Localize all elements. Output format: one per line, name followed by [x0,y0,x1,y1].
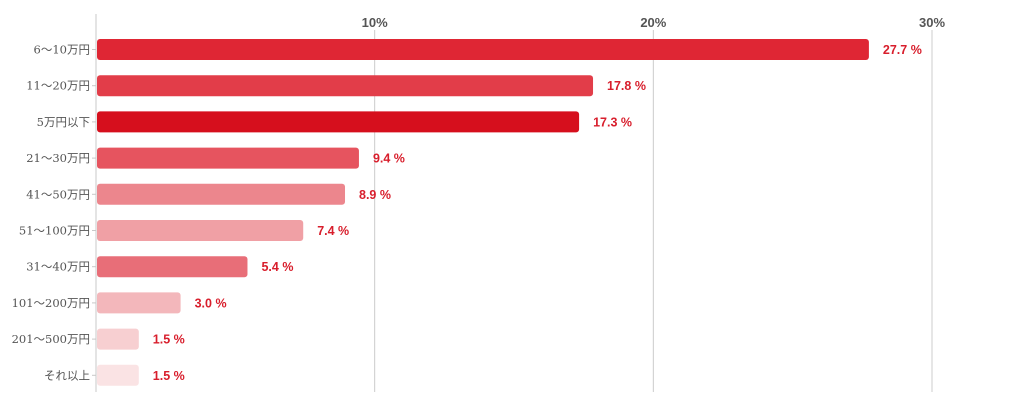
bar [97,292,181,314]
value-label: 8.9 % [359,188,391,202]
bar [97,147,359,169]
bar [97,75,594,97]
x-tick-label: 20% [640,15,666,30]
value-label: 5.4 % [261,260,293,274]
value-label: 9.4 % [373,152,405,166]
bar [97,220,304,241]
category-label: 51〜100万円 [19,224,90,238]
value-label: 7.4 % [317,224,349,238]
x-axis-ticks: 10% 20% 30% [362,15,946,30]
x-tick-label: 30% [919,15,945,30]
x-tick-label: 10% [362,15,388,30]
bar [97,39,869,60]
category-label: 201〜500万円 [12,332,90,346]
category-label: 101〜200万円 [12,296,90,310]
category-label: 11〜20万円 [26,79,90,93]
category-labels: 6〜10万円 11〜20万円 5万円以下 21〜30万円 41〜50万円 51〜100万円… [12,43,90,383]
value-labels: 27.7 % 17.8 % 17.3 % 9.4 % 8.9 % 7.4 % 5.4 % 3.… [153,43,922,383]
value-label: 17.8 % [607,79,646,93]
value-label: 27.7 % [883,43,922,57]
bar [97,364,139,386]
value-label: 1.5 % [153,333,185,347]
bars [97,39,869,386]
bar [97,328,139,350]
value-label: 1.5 % [153,369,185,383]
category-label: 5万円以下 [37,115,90,129]
category-label: 21〜30万円 [26,151,90,165]
bar [97,256,248,278]
category-label: 41〜50万円 [26,187,90,201]
bar [97,183,346,205]
bar [97,111,580,133]
category-label: それ以上 [44,368,90,382]
value-label: 17.3 % [593,115,632,129]
category-label: 6〜10万円 [34,43,90,57]
category-label: 31〜40万円 [26,260,90,274]
value-label: 3.0 % [195,296,227,310]
